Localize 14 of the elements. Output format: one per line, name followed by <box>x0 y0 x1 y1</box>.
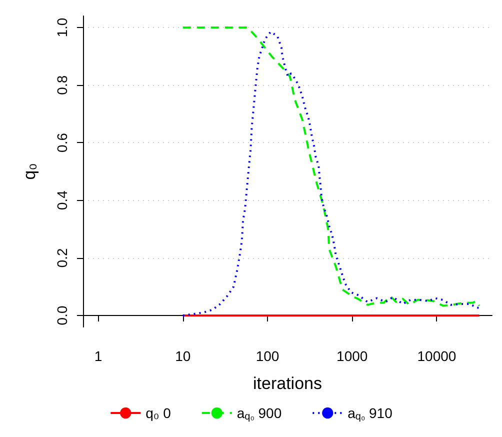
x-axis-title: iterations <box>253 374 322 393</box>
x-tick-label: 10 <box>175 348 191 364</box>
y-tick-label: 1.0 <box>54 18 70 38</box>
legend-label: q₀ 0 <box>146 405 172 421</box>
y-tick-label: 0.8 <box>54 75 70 95</box>
y-tick-label: 0.6 <box>54 132 70 152</box>
x-tick-label: 1 <box>94 348 102 364</box>
x-tick-label: 100 <box>256 348 280 364</box>
x-tick-label: 1000 <box>336 348 368 364</box>
y-axis-title: q₀ <box>20 163 39 180</box>
y-tick-label: 0.0 <box>54 306 70 326</box>
y-tick-label: 0.2 <box>54 248 70 268</box>
x-tick-label: 10000 <box>417 348 456 364</box>
y-tick-label: 0.4 <box>54 190 70 210</box>
